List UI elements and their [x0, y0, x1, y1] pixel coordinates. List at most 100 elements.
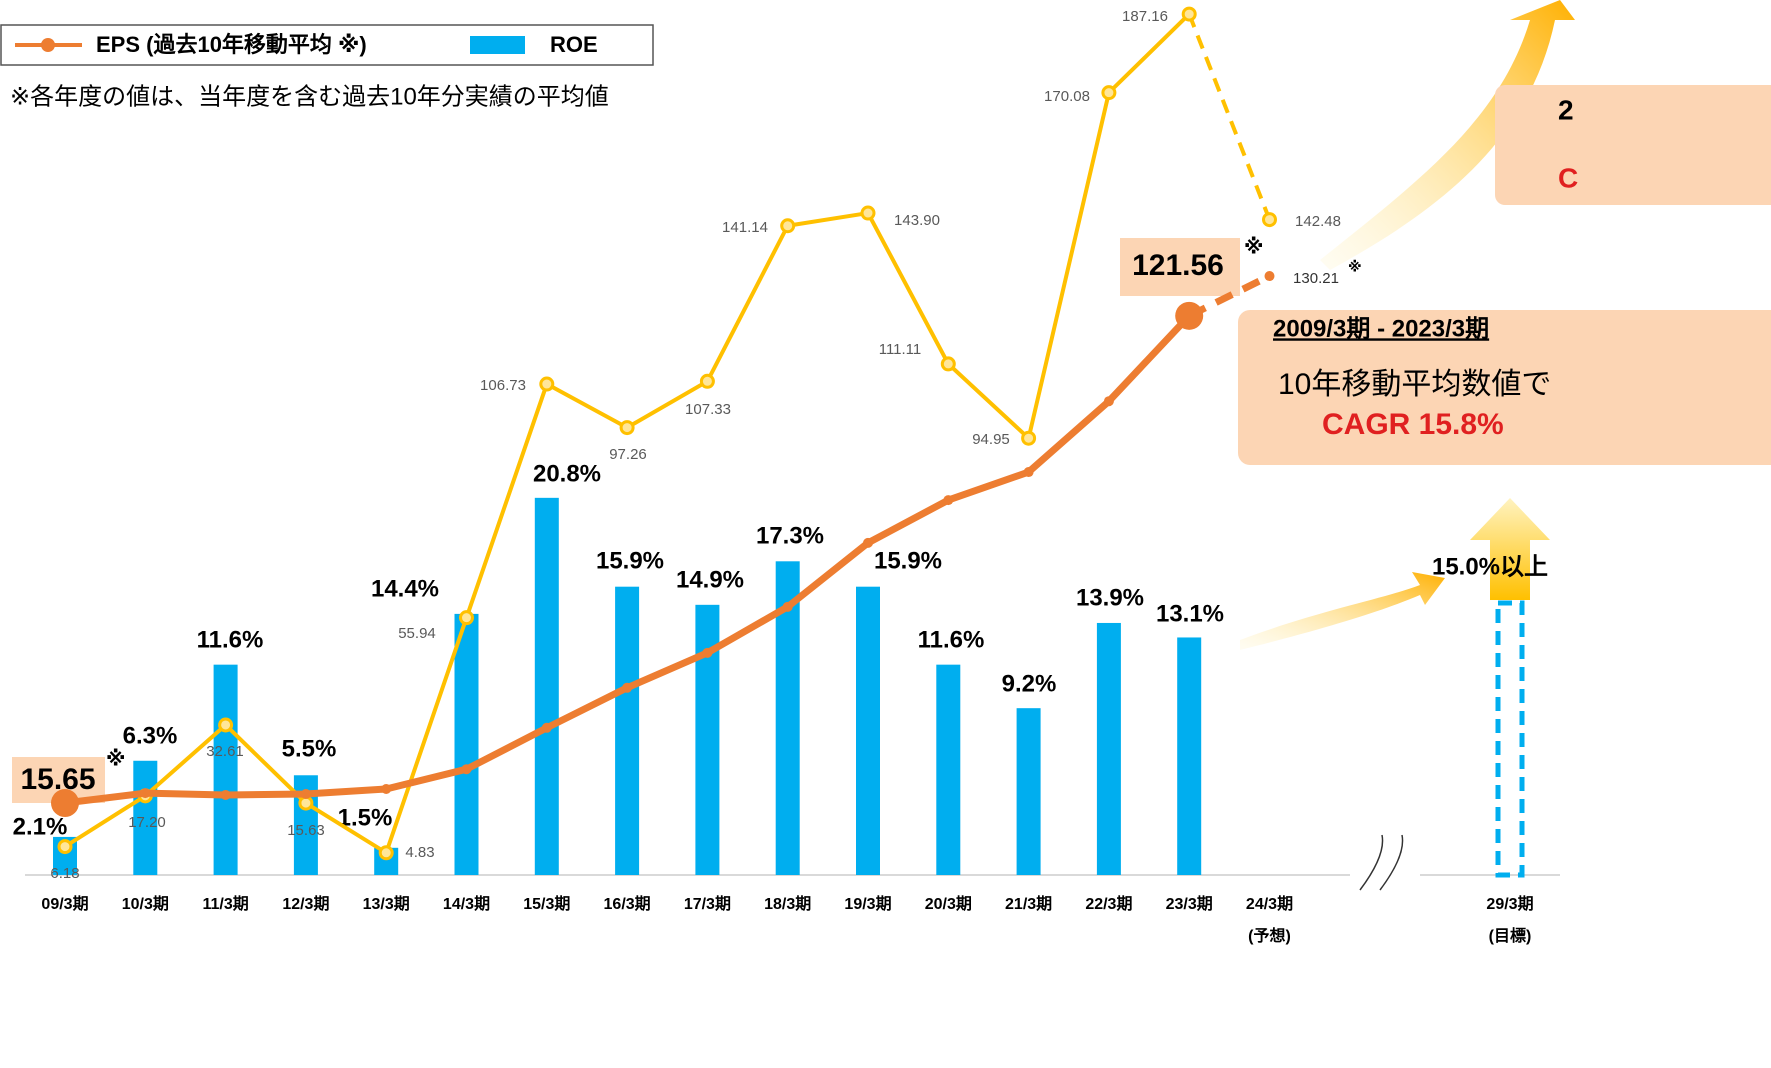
bar-label: 11.6%: [197, 626, 264, 653]
arrow-decoration: [1240, 572, 1445, 650]
bar-label: 15.9%: [596, 547, 664, 574]
x-tick-label: 10/3期: [122, 894, 169, 913]
bar-label: 5.5%: [282, 735, 337, 762]
footnote-mark: ※: [1348, 259, 1362, 275]
point: [702, 647, 713, 658]
point-label: 15.65: [20, 763, 95, 796]
point: [1101, 85, 1117, 101]
legend-label: EPS (過去10年移動平均 ※): [96, 32, 367, 57]
point-label: 170.08: [1044, 88, 1090, 105]
x-tick-label: 29/3期: [1486, 894, 1533, 913]
point: [619, 420, 635, 436]
callout-box: [1238, 310, 1771, 465]
bar: [936, 664, 961, 875]
axis-break: [1359, 834, 1404, 891]
bar-label: 15.9%: [874, 547, 942, 574]
point: [940, 356, 956, 372]
point: [622, 682, 633, 693]
point-label: 97.26: [609, 446, 647, 463]
bar: [1177, 637, 1202, 875]
x-tick-label: 24/3期: [1246, 894, 1293, 913]
x-tick-label: 18/3期: [764, 894, 811, 913]
point: [381, 783, 392, 794]
point-label: 4.83: [405, 844, 434, 861]
point: [378, 845, 394, 861]
point-label: 143.90: [894, 212, 940, 229]
bar: [615, 586, 640, 875]
target-text: C: [1558, 162, 1578, 193]
x-tick-sublabel: (目標): [1489, 926, 1532, 945]
bar: [454, 613, 479, 875]
point: [57, 839, 73, 855]
bar: [1016, 708, 1041, 875]
bar: [1096, 622, 1121, 875]
bar-label: 13.9%: [1076, 584, 1144, 611]
target-text: 2: [1558, 94, 1574, 125]
legend: [0, 24, 654, 66]
point-label: 141.14: [722, 219, 768, 236]
callout-period: 2009/3期 - 2023/3期: [1273, 315, 1489, 342]
footnote-mark: ※: [1244, 236, 1263, 258]
x-tick-label: 13/3期: [363, 894, 410, 913]
x-tick-label: 11/3期: [202, 894, 248, 913]
bar-label: 17.3%: [756, 522, 824, 549]
bar: [1495, 600, 1525, 878]
point: [699, 373, 715, 389]
bar-label: 9.2%: [1002, 670, 1057, 697]
point-label: 6.18: [50, 865, 79, 882]
x-tick-label: 12/3期: [282, 894, 329, 913]
legend-label: ROE: [550, 32, 598, 57]
point: [943, 495, 954, 506]
point-label: 32.61: [206, 743, 244, 760]
point-label: 142.48: [1295, 213, 1341, 230]
point: [461, 764, 472, 775]
point-label: 55.94: [398, 625, 436, 642]
bar-label: 6.3%: [123, 722, 178, 749]
point: [780, 218, 796, 234]
bar-label: 14.4%: [371, 575, 439, 602]
x-tick-sublabel: (予想): [1248, 926, 1291, 945]
x-tick-label: 15/3期: [523, 894, 570, 913]
point-label: 121.56: [1132, 249, 1224, 282]
point: [1023, 467, 1034, 478]
point: [1264, 271, 1275, 282]
point-label: 17.20: [128, 814, 166, 831]
footnote-mark: ※: [106, 748, 125, 770]
point: [541, 722, 552, 733]
bar-label: 15.0%以上: [1432, 553, 1548, 580]
point: [140, 788, 151, 799]
point-label: 187.16: [1122, 8, 1168, 25]
x-tick-label: 19/3期: [844, 894, 891, 913]
target-box: [1495, 85, 1771, 205]
x-tick-label: 23/3期: [1166, 894, 1213, 913]
callout-cagr: CAGR 15.8%: [1322, 408, 1504, 441]
point: [860, 205, 876, 221]
point-label: 130.21: [1293, 270, 1339, 287]
label-box: [1120, 238, 1240, 296]
point: [1021, 430, 1037, 446]
point: [1262, 212, 1277, 228]
point: [539, 376, 555, 392]
point: [459, 610, 474, 626]
x-tick-label: 20/3期: [925, 894, 972, 913]
line-forecast: [1187, 13, 1272, 221]
x-tick-label: 21/3期: [1005, 894, 1052, 913]
x-tick-label: 17/3期: [684, 894, 731, 913]
bar-label: 13.1%: [1156, 600, 1224, 627]
bar-label: 11.6%: [918, 626, 985, 653]
point: [1103, 396, 1114, 407]
point: [218, 717, 234, 733]
legend-swatch: [470, 36, 525, 54]
point-label: 111.11: [879, 341, 922, 358]
legend-swatch: [41, 38, 55, 52]
point-label: 106.73: [480, 377, 526, 394]
line-forecast: [1187, 272, 1272, 319]
bar: [213, 664, 238, 875]
x-tick-label: 14/3期: [443, 894, 490, 913]
point: [220, 789, 231, 800]
point: [300, 789, 311, 800]
note: ※各年度の値は、当年度を含む過去10年分実績の平均値: [10, 83, 609, 110]
x-tick-label: 09/3期: [41, 894, 88, 913]
x-tick-label: 22/3期: [1085, 894, 1132, 913]
